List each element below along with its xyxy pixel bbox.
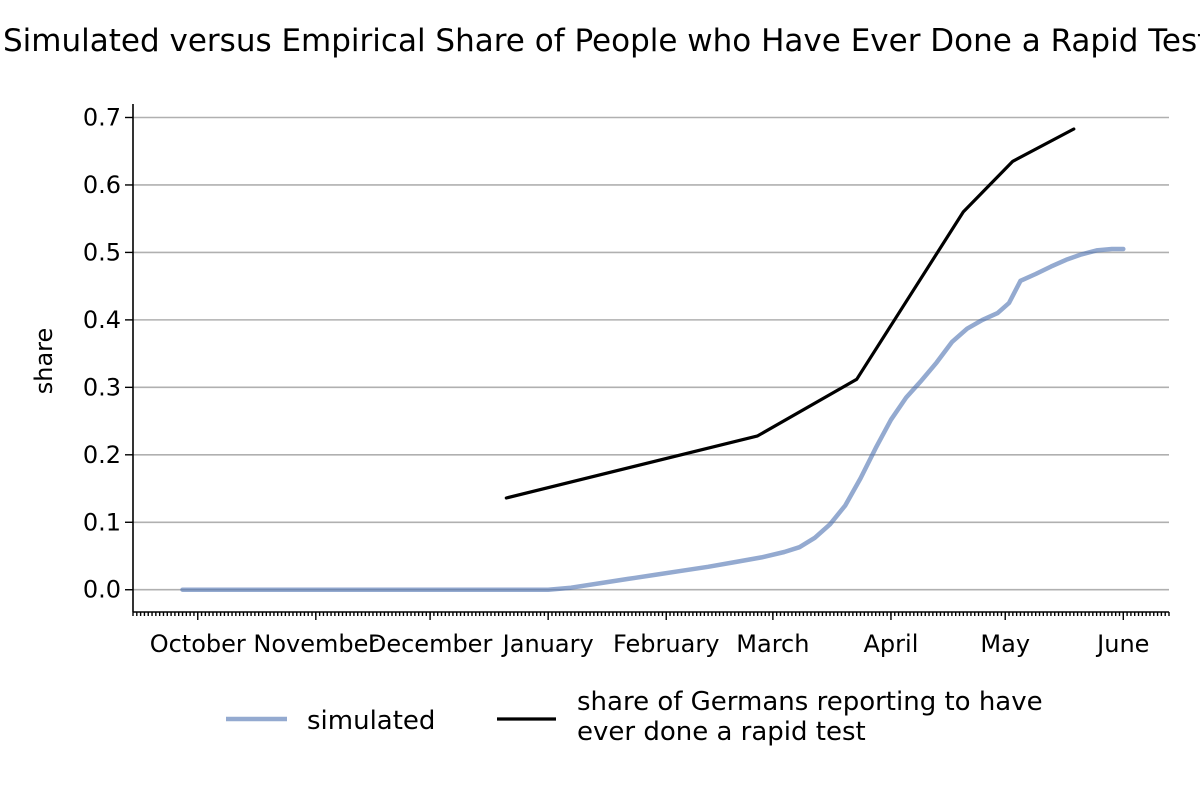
xtick-label-8: June	[1095, 630, 1149, 658]
ytick-label-7: 0.7	[83, 103, 121, 131]
xtick-label-3: January	[501, 630, 594, 658]
legend-label-simulated: simulated	[307, 706, 435, 736]
xtick-label-4: February	[613, 630, 719, 658]
xtick-label-7: May	[980, 630, 1030, 658]
xtick-label-0: October	[150, 630, 246, 658]
chart-title: Simulated versus Empirical Share of Peop…	[3, 23, 1200, 59]
xtick-label-2: December	[368, 630, 493, 658]
ytick-label-6: 0.6	[83, 171, 121, 199]
legend-label-empirical: share of Germans reporting to have ever d…	[577, 687, 1043, 747]
xtick-label-6: April	[864, 630, 919, 658]
legend-label-line: ever done a rapid test	[577, 717, 866, 747]
y-axis-label: share	[30, 328, 58, 395]
series-line-empirical	[504, 127, 1076, 500]
series-layer	[180, 127, 1126, 592]
ytick-label-0: 0.0	[83, 576, 121, 604]
xtick-label-1: November	[253, 630, 378, 658]
axes-layer	[132, 104, 1169, 613]
y-ticks: 0.0 0.1 0.2 0.3 0.4 0.5 0.6 0.7	[83, 103, 133, 604]
xtick-label-5: March	[736, 630, 809, 658]
series-line-simulated	[180, 246, 1126, 592]
ytick-label-2: 0.2	[83, 441, 121, 469]
legend-label-line: share of Germans reporting to have	[577, 687, 1043, 717]
ytick-label-1: 0.1	[83, 508, 121, 536]
ytick-label-5: 0.5	[83, 238, 121, 266]
legend: simulated share of Germans reporting to h…	[226, 687, 1043, 747]
ytick-label-4: 0.4	[83, 306, 121, 334]
ytick-label-3: 0.3	[83, 373, 121, 401]
grid-layer	[133, 116, 1169, 591]
